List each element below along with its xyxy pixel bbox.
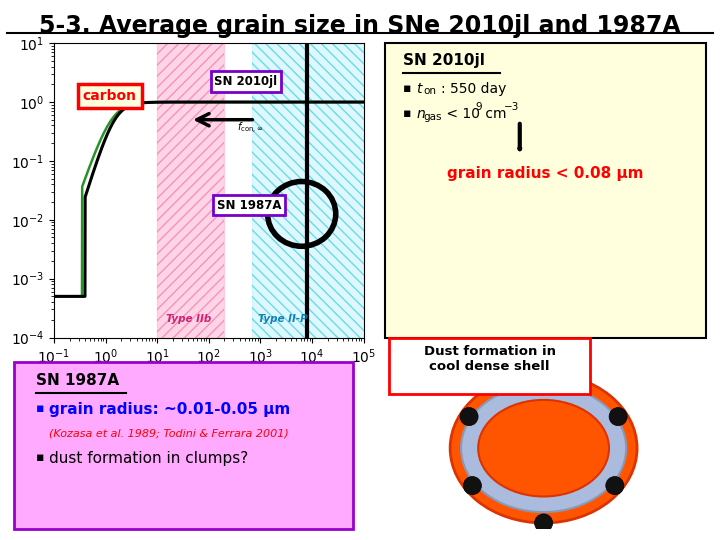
Ellipse shape xyxy=(461,384,626,512)
Text: SN 1987A: SN 1987A xyxy=(217,199,282,212)
X-axis label: $\Lambda_{\rm on} = \tau_{\rm sat}(t_{\rm on})/\tau_{\rm coll}(t_{\rm on})$: $\Lambda_{\rm on} = \tau_{\rm sat}(t_{\r… xyxy=(145,372,273,388)
Circle shape xyxy=(534,364,553,382)
Text: : 550 day: : 550 day xyxy=(441,82,507,96)
Text: gas: gas xyxy=(423,112,442,122)
Text: ▪: ▪ xyxy=(36,451,45,464)
Text: 5-3. Average grain size in SNe 2010jl and 1987A: 5-3. Average grain size in SNe 2010jl an… xyxy=(39,14,681,37)
Text: carbon: carbon xyxy=(83,89,137,103)
Text: dust formation in clumps?: dust formation in clumps? xyxy=(49,451,248,466)
Text: 9: 9 xyxy=(475,102,482,112)
Text: ▪: ▪ xyxy=(36,402,45,415)
Circle shape xyxy=(460,408,478,426)
Text: t: t xyxy=(416,82,422,96)
Ellipse shape xyxy=(450,374,637,523)
Text: < 10: < 10 xyxy=(442,107,480,122)
Y-axis label: $\bar{a}_{\rm ave,\infty}$ ($\mu$m) and $f_{\rm con,\infty}$: $\bar{a}_{\rm ave,\infty}$ ($\mu$m) and … xyxy=(0,134,5,246)
Text: ▪: ▪ xyxy=(403,82,412,94)
Text: SN 2010jl: SN 2010jl xyxy=(215,75,277,88)
Text: (Kozasa et al. 1989; Todini & Ferrara 2001): (Kozasa et al. 1989; Todini & Ferrara 20… xyxy=(49,428,289,438)
Text: Type IIb: Type IIb xyxy=(166,314,212,325)
Ellipse shape xyxy=(478,400,609,496)
Text: Dust formation in
cool dense shell: Dust formation in cool dense shell xyxy=(423,345,556,373)
Circle shape xyxy=(534,514,553,532)
Text: grain radius: ~0.01-0.05 μm: grain radius: ~0.01-0.05 μm xyxy=(49,402,290,417)
Text: grain radius < 0.08 μm: grain radius < 0.08 μm xyxy=(447,166,644,181)
Circle shape xyxy=(464,477,482,495)
Text: $f_{\rm con,\infty}$: $f_{\rm con,\infty}$ xyxy=(237,121,263,136)
Text: on: on xyxy=(423,86,436,96)
Bar xyxy=(157,0,225,396)
Text: −3: −3 xyxy=(504,102,519,112)
Text: cm: cm xyxy=(481,107,506,122)
Bar xyxy=(157,0,225,396)
Text: ▪: ▪ xyxy=(403,107,412,120)
Text: SN 1987A: SN 1987A xyxy=(36,373,119,388)
Text: n: n xyxy=(416,107,425,122)
Circle shape xyxy=(606,477,624,495)
Text: Type II-P: Type II-P xyxy=(258,314,307,325)
Text: SN 2010jl: SN 2010jl xyxy=(403,53,485,68)
Circle shape xyxy=(609,408,627,426)
